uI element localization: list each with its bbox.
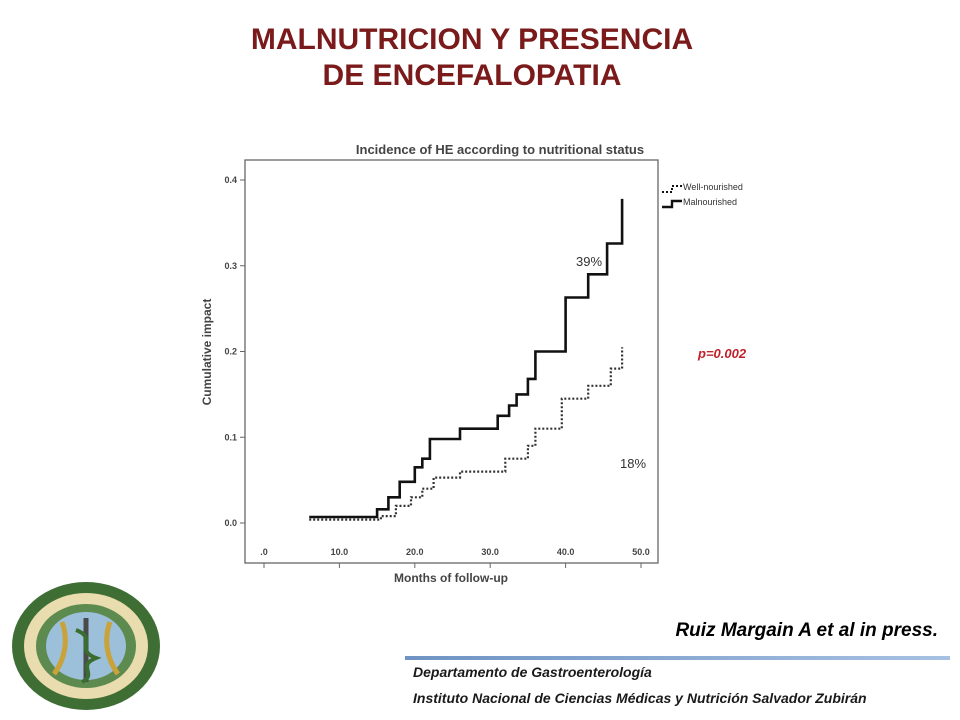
citation: Ruiz Margain A et al in press. xyxy=(675,620,938,641)
x-tick-label: 40.0 xyxy=(557,547,575,557)
footer-institute: Instituto Nacional de Ciencias Médicas y… xyxy=(413,690,867,706)
series-line-well-nourished xyxy=(309,347,624,521)
y-tick-label: 0.3 xyxy=(224,261,237,271)
y-tick-label: 0.0 xyxy=(224,518,237,528)
x-axis-label: Months of follow-up xyxy=(394,571,508,585)
title-line-2: DE ENCEFALOPATIA xyxy=(322,59,622,92)
legend-swatch xyxy=(662,185,682,193)
y-axis-label: Cumulative impact xyxy=(200,299,214,406)
footer-department: Departamento de Gastroenterología xyxy=(413,664,652,680)
slide-title: MALNUTRICION Y PRESENCIA DE ENCEFALOPATI… xyxy=(0,22,944,94)
footer-divider xyxy=(405,656,950,660)
x-tick-label: 20.0 xyxy=(406,547,424,557)
institution-seal-icon xyxy=(12,582,160,710)
series-line-malnourished xyxy=(309,198,624,519)
x-tick-label: 10.0 xyxy=(331,547,349,557)
p-value-label: p=0.002 xyxy=(698,346,747,361)
x-tick-label: 50.0 xyxy=(632,547,650,557)
y-tick-label: 0.1 xyxy=(224,432,237,442)
legend-swatch xyxy=(662,199,682,209)
x-tick-label: 30.0 xyxy=(481,547,499,557)
x-tick-label: .0 xyxy=(260,547,268,557)
plot-frame xyxy=(244,159,659,564)
wellnourished-percent-label: 18% xyxy=(620,456,647,471)
y-tick-label: 0.2 xyxy=(224,347,237,357)
y-tick-label: 0.4 xyxy=(224,175,237,185)
title-line-1: MALNUTRICION Y PRESENCIA xyxy=(250,23,694,56)
malnourished-percent-label: 39% xyxy=(576,254,603,269)
legend-entry: Malnourished xyxy=(683,197,737,207)
chart-title: Incidence of HE according to nutritional… xyxy=(356,142,644,157)
legend-entry: Well-nourished xyxy=(683,182,743,192)
